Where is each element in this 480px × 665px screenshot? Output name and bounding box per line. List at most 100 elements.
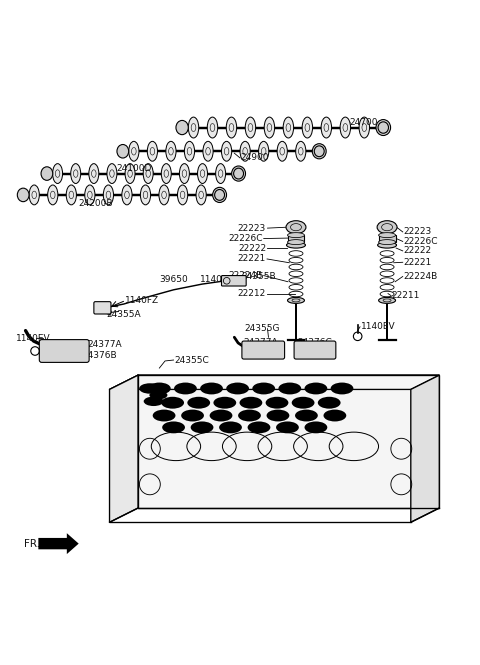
Ellipse shape <box>379 297 396 303</box>
Text: 22224B: 22224B <box>404 272 438 281</box>
Ellipse shape <box>207 117 218 138</box>
Ellipse shape <box>321 117 332 138</box>
Ellipse shape <box>288 239 304 245</box>
Ellipse shape <box>226 117 237 138</box>
Text: 22221: 22221 <box>404 258 432 267</box>
Ellipse shape <box>302 117 312 138</box>
Ellipse shape <box>214 397 236 409</box>
Ellipse shape <box>117 144 129 158</box>
Ellipse shape <box>296 142 306 161</box>
Ellipse shape <box>103 185 113 205</box>
Text: 24355A: 24355A <box>106 310 141 319</box>
Ellipse shape <box>340 117 350 138</box>
Text: 24355B: 24355B <box>241 272 276 281</box>
Text: 24355G: 24355G <box>245 325 280 333</box>
Ellipse shape <box>187 397 210 409</box>
Text: 22222: 22222 <box>238 243 266 253</box>
Text: 22212: 22212 <box>238 289 266 298</box>
Ellipse shape <box>378 242 396 248</box>
Ellipse shape <box>166 142 176 161</box>
Ellipse shape <box>318 397 341 409</box>
Ellipse shape <box>139 383 160 394</box>
Ellipse shape <box>238 410 261 422</box>
Text: 22211: 22211 <box>392 291 420 300</box>
Polygon shape <box>109 375 439 390</box>
Ellipse shape <box>41 167 53 180</box>
Text: 22224B: 22224B <box>228 271 263 280</box>
FancyBboxPatch shape <box>242 341 285 359</box>
Ellipse shape <box>276 422 299 434</box>
Ellipse shape <box>234 168 243 179</box>
Ellipse shape <box>295 410 318 422</box>
Ellipse shape <box>180 164 190 184</box>
Ellipse shape <box>221 142 232 161</box>
Ellipse shape <box>129 142 139 161</box>
Ellipse shape <box>312 144 326 159</box>
Text: 1140FZ: 1140FZ <box>200 275 234 284</box>
Ellipse shape <box>71 164 81 184</box>
Text: 24900: 24900 <box>240 154 268 162</box>
Text: 24377A: 24377A <box>87 340 122 349</box>
Ellipse shape <box>219 422 242 434</box>
Ellipse shape <box>259 142 269 161</box>
Ellipse shape <box>304 422 327 434</box>
Text: 1140EV: 1140EV <box>361 323 396 331</box>
Ellipse shape <box>216 164 226 184</box>
Ellipse shape <box>161 164 171 184</box>
Ellipse shape <box>331 382 353 394</box>
Text: 24377A: 24377A <box>244 338 278 347</box>
Ellipse shape <box>226 382 249 394</box>
Ellipse shape <box>245 117 256 138</box>
Polygon shape <box>109 375 138 522</box>
Bar <box>379 235 396 242</box>
Ellipse shape <box>359 117 370 138</box>
Ellipse shape <box>147 142 157 161</box>
Ellipse shape <box>198 164 207 184</box>
Ellipse shape <box>264 117 275 138</box>
Ellipse shape <box>85 185 95 205</box>
Text: 24355C: 24355C <box>175 356 209 364</box>
Ellipse shape <box>304 382 327 394</box>
FancyBboxPatch shape <box>39 340 89 362</box>
Polygon shape <box>138 375 439 508</box>
Ellipse shape <box>377 221 397 233</box>
Text: 1140EV: 1140EV <box>16 334 51 342</box>
Ellipse shape <box>288 233 304 237</box>
Ellipse shape <box>148 382 171 394</box>
Ellipse shape <box>287 242 305 248</box>
Polygon shape <box>38 533 79 554</box>
Text: 22222: 22222 <box>404 247 432 255</box>
Ellipse shape <box>174 382 197 394</box>
Ellipse shape <box>277 142 288 161</box>
Ellipse shape <box>213 188 227 202</box>
Ellipse shape <box>176 120 188 134</box>
Ellipse shape <box>89 164 99 184</box>
Ellipse shape <box>17 188 29 201</box>
Ellipse shape <box>159 185 169 205</box>
Ellipse shape <box>178 185 188 205</box>
Text: 22223: 22223 <box>404 227 432 237</box>
Ellipse shape <box>379 233 396 237</box>
Ellipse shape <box>188 117 199 138</box>
Ellipse shape <box>314 146 324 157</box>
Text: 39650: 39650 <box>159 275 188 284</box>
Ellipse shape <box>378 122 388 133</box>
Ellipse shape <box>66 185 76 205</box>
Ellipse shape <box>240 397 262 409</box>
Ellipse shape <box>215 190 225 200</box>
Text: 24376B: 24376B <box>83 350 117 360</box>
Text: 24376C: 24376C <box>297 338 332 347</box>
Ellipse shape <box>252 382 275 394</box>
Ellipse shape <box>286 221 306 233</box>
Ellipse shape <box>53 164 62 184</box>
Ellipse shape <box>200 382 223 394</box>
Ellipse shape <box>153 410 176 422</box>
Ellipse shape <box>232 166 245 181</box>
Ellipse shape <box>324 410 346 422</box>
Ellipse shape <box>143 164 153 184</box>
Bar <box>288 235 304 242</box>
Ellipse shape <box>288 297 304 303</box>
Ellipse shape <box>181 410 204 422</box>
Polygon shape <box>411 375 439 522</box>
Ellipse shape <box>144 396 164 406</box>
